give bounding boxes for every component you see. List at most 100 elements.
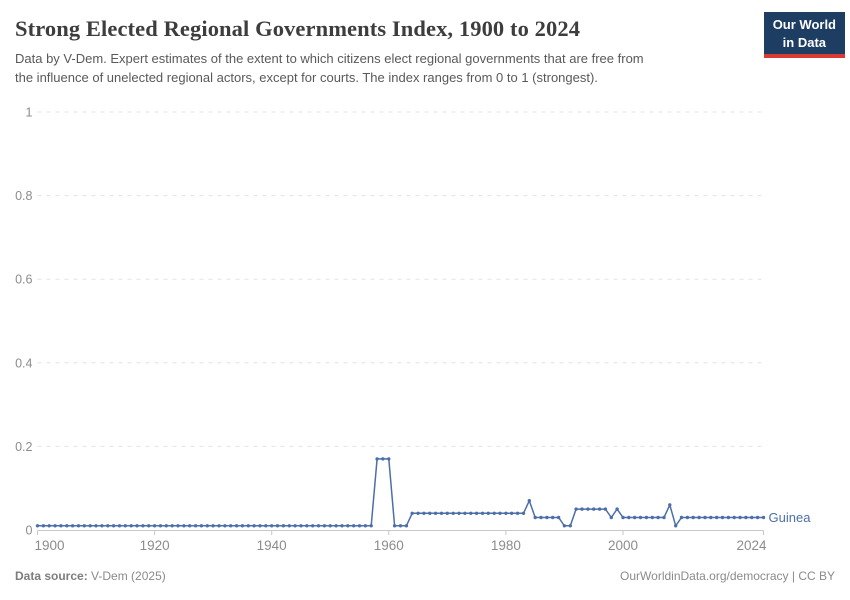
data-point[interactable] [545, 515, 549, 520]
data-point[interactable] [334, 524, 338, 528]
data-point[interactable] [750, 515, 754, 520]
data-point[interactable] [439, 511, 444, 515]
data-point[interactable] [685, 515, 690, 520]
data-point[interactable] [281, 524, 286, 528]
data-point[interactable] [141, 524, 145, 528]
data-point[interactable] [258, 524, 262, 528]
data-point[interactable] [392, 524, 397, 528]
data-point[interactable] [35, 524, 40, 528]
data-point[interactable] [65, 524, 69, 528]
data-point[interactable] [211, 524, 215, 528]
data-point[interactable] [521, 511, 526, 515]
series-guinea[interactable] [35, 457, 766, 528]
data-point[interactable] [375, 457, 379, 461]
data-point[interactable] [416, 511, 420, 515]
data-point[interactable] [603, 507, 608, 511]
data-point[interactable] [433, 511, 438, 515]
data-point[interactable] [474, 511, 479, 515]
data-point[interactable] [703, 515, 707, 520]
series-line[interactable] [37, 458, 764, 528]
data-point[interactable] [357, 524, 362, 528]
data-point[interactable] [270, 524, 274, 528]
data-point[interactable] [287, 524, 291, 528]
data-point[interactable] [170, 524, 174, 528]
data-point[interactable] [597, 507, 602, 511]
data-point[interactable] [697, 515, 701, 520]
data-point[interactable] [246, 524, 250, 528]
data-point[interactable] [527, 499, 531, 503]
data-point[interactable] [562, 524, 567, 528]
data-point[interactable] [240, 524, 245, 528]
data-point[interactable] [761, 515, 766, 520]
data-point[interactable] [404, 524, 409, 528]
data-point[interactable] [135, 524, 139, 528]
data-point[interactable] [510, 511, 514, 515]
data-point[interactable] [668, 503, 672, 507]
data-point[interactable] [88, 524, 92, 528]
data-point[interactable] [644, 515, 649, 520]
data-point[interactable] [53, 524, 57, 528]
data-point[interactable] [94, 524, 98, 528]
data-point[interactable] [340, 524, 344, 528]
data-point[interactable] [592, 507, 596, 511]
data-point[interactable] [515, 511, 520, 515]
data-point[interactable] [492, 511, 496, 515]
data-point[interactable] [106, 524, 110, 528]
data-point[interactable] [451, 511, 455, 515]
data-point[interactable] [726, 515, 731, 520]
data-point[interactable] [650, 515, 654, 520]
data-point[interactable] [346, 524, 350, 528]
data-point[interactable] [615, 507, 619, 511]
data-point[interactable] [709, 515, 713, 520]
data-point[interactable] [428, 511, 432, 515]
data-point[interactable] [755, 515, 760, 520]
data-point[interactable] [328, 524, 332, 528]
data-point[interactable] [445, 511, 449, 515]
data-point[interactable] [352, 524, 356, 528]
data-point[interactable] [457, 511, 461, 515]
data-point[interactable] [638, 515, 643, 520]
data-point[interactable] [76, 524, 81, 528]
data-point[interactable] [41, 524, 46, 528]
data-point[interactable] [199, 524, 204, 528]
data-point[interactable] [322, 524, 327, 528]
data-point[interactable] [539, 515, 543, 520]
data-point[interactable] [720, 515, 725, 520]
data-point[interactable] [463, 511, 467, 515]
data-point[interactable] [586, 507, 590, 511]
data-point[interactable] [398, 524, 403, 528]
data-point[interactable] [533, 515, 537, 520]
data-point[interactable] [551, 515, 555, 520]
data-point[interactable] [275, 524, 280, 528]
data-point[interactable] [738, 515, 742, 520]
data-point[interactable] [188, 524, 192, 528]
data-point[interactable] [656, 515, 660, 520]
data-point[interactable] [504, 511, 508, 515]
series-label[interactable]: Guinea [769, 510, 812, 525]
data-point[interactable] [152, 524, 157, 528]
data-point[interactable] [234, 524, 239, 528]
data-point[interactable] [264, 524, 268, 528]
data-point[interactable] [193, 524, 198, 528]
data-point[interactable] [363, 524, 368, 528]
data-point[interactable] [111, 524, 116, 528]
data-point[interactable] [229, 524, 233, 528]
data-point[interactable] [627, 515, 631, 520]
data-point[interactable] [381, 457, 385, 461]
data-point[interactable] [556, 515, 561, 520]
data-point[interactable] [223, 524, 227, 528]
data-point[interactable] [316, 524, 321, 528]
data-point[interactable] [293, 524, 297, 528]
data-point[interactable] [100, 524, 104, 528]
data-point[interactable] [633, 515, 637, 520]
data-point[interactable] [205, 524, 209, 528]
data-point[interactable] [486, 511, 490, 515]
data-point[interactable] [621, 515, 625, 520]
data-point[interactable] [410, 511, 414, 515]
data-point[interactable] [469, 511, 473, 515]
data-point[interactable] [422, 511, 426, 515]
data-point[interactable] [674, 524, 678, 528]
data-point[interactable] [662, 515, 666, 520]
data-point[interactable] [82, 524, 87, 528]
data-point[interactable] [117, 524, 122, 528]
